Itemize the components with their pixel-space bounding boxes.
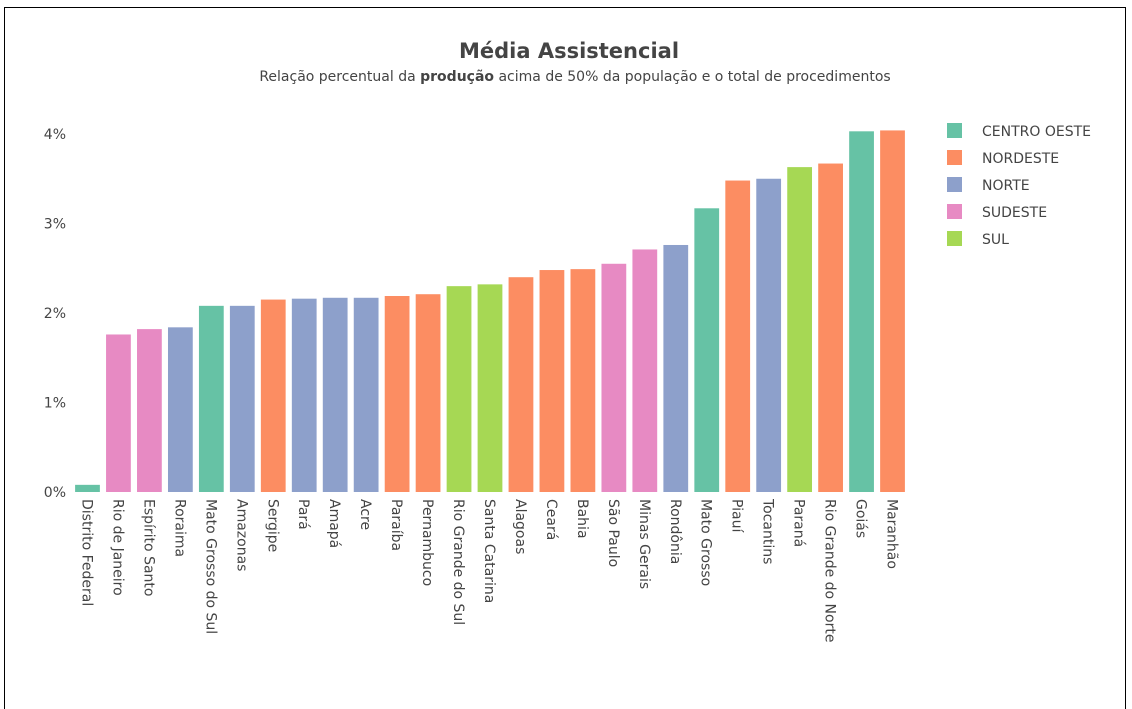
chart-subtitle: Relação percentual da produção acima de … [259, 69, 890, 85]
x-tick-label: Ceará [543, 499, 559, 540]
bar [601, 263, 627, 492]
legend-label: NORDESTE [982, 151, 1059, 167]
subtitle-part-before: Relação percentual da [259, 69, 420, 85]
x-tick-label: Maranhão [884, 499, 900, 569]
legend-label: NORTE [982, 178, 1030, 194]
bar [725, 180, 751, 493]
bar [818, 163, 843, 493]
legend-swatch [947, 150, 962, 165]
x-tick-label: Distrito Federal [78, 499, 94, 606]
y-tick-label: 2% [44, 306, 66, 322]
x-tick-label: Amazonas [233, 499, 249, 571]
legend-label: CENTRO OESTE [982, 124, 1091, 140]
bar [167, 327, 193, 492]
subtitle-part-after: acima de 50% da população e o total de p… [494, 69, 891, 85]
x-tick-label: Amapá [326, 499, 342, 548]
bar [415, 294, 441, 492]
x-tick-label: Sergipe [264, 499, 280, 552]
bars-group [75, 130, 905, 493]
bar [632, 249, 658, 492]
bar [508, 277, 534, 492]
x-axis-labels: Distrito Federal Rio de Janeiro Espírito S… [78, 498, 899, 642]
legend: CENTRO OESTE NORDESTE NORTE SUDESTE SUL [947, 123, 1091, 248]
legend-swatch [947, 123, 962, 138]
x-tick-label: Tocantins [760, 498, 776, 564]
y-tick-label: 3% [44, 217, 66, 233]
legend-swatch [947, 231, 962, 246]
bar [384, 296, 410, 492]
x-tick-label: Rio Grande do Sul [450, 499, 466, 625]
bar [694, 208, 720, 493]
x-tick-label: Rondônia [667, 499, 683, 564]
legend-swatch [947, 177, 962, 192]
x-tick-label: Rio Grande do Norte [822, 499, 838, 642]
bar [880, 130, 905, 493]
bar [477, 284, 503, 492]
x-tick-label: Roraima [171, 499, 187, 557]
bar [229, 305, 255, 492]
y-tick-label: 0% [44, 485, 66, 501]
bar [322, 297, 348, 492]
x-tick-label: São Paulo [605, 499, 621, 567]
bar [663, 244, 689, 492]
legend-label: SUDESTE [982, 205, 1047, 221]
bar [198, 305, 224, 492]
y-axis: 0% 1% 2% 3% 4% [44, 127, 66, 501]
x-tick-label: Alagoas [512, 499, 528, 554]
x-tick-label: Piauí [729, 499, 745, 533]
x-tick-label: Pernambuco [419, 499, 435, 586]
bar [353, 297, 379, 492]
x-tick-label: Pará [295, 499, 311, 530]
x-tick-label: Goiás [853, 499, 869, 538]
legend-swatch [947, 204, 962, 219]
bar [787, 167, 813, 492]
x-tick-label: Santa Catarina [481, 499, 497, 603]
bar [291, 298, 317, 492]
x-tick-label: Rio de Janeiro [109, 499, 125, 596]
bar [539, 270, 565, 492]
chart-title: Média Assistencial [459, 39, 679, 63]
x-tick-label: Bahia [574, 499, 590, 539]
x-tick-label: Mato Grosso [698, 499, 714, 586]
x-tick-label: Acre [357, 499, 373, 530]
bar [137, 329, 162, 492]
x-tick-label: Espírito Santo [140, 499, 156, 596]
bar [756, 178, 782, 492]
x-tick-label: Paraíba [388, 499, 404, 551]
bar [260, 299, 286, 492]
legend-label: SUL [982, 232, 1009, 248]
bar [849, 131, 874, 492]
bar [446, 286, 472, 492]
y-tick-label: 4% [44, 127, 66, 143]
subtitle-part-bold: produção [420, 69, 494, 85]
bar [75, 484, 100, 492]
x-tick-label: Paraná [791, 499, 807, 547]
x-tick-label: Mato Grosso do Sul [202, 499, 218, 634]
bar [570, 269, 596, 492]
bar [106, 334, 131, 492]
y-tick-label: 1% [44, 396, 66, 412]
x-tick-label: Minas Gerais [636, 499, 652, 589]
